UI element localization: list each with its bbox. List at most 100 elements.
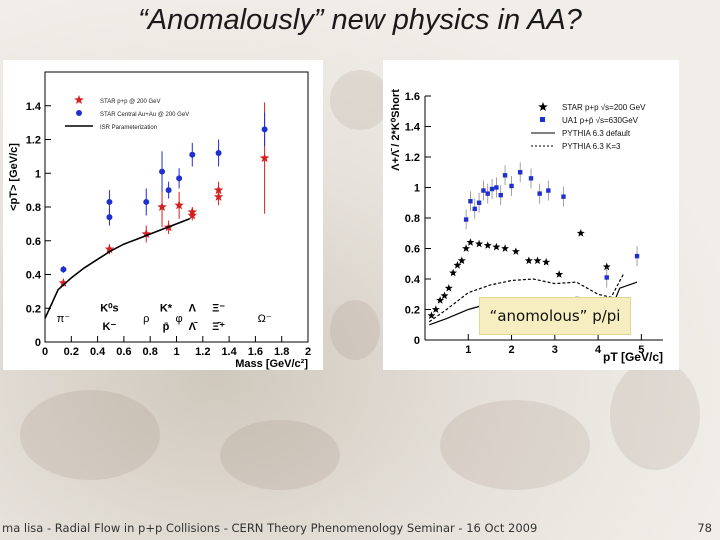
x-tick-label: 4	[595, 344, 602, 356]
data-point-star	[444, 284, 453, 292]
particle-label: π⁻	[57, 313, 71, 325]
data-point-square	[463, 217, 469, 222]
x-tick-label: 0.4	[90, 346, 106, 358]
legend-marker-square	[540, 117, 545, 122]
y-tick-label: 1.6	[405, 91, 420, 103]
y-tick-label: 0.2	[26, 303, 41, 315]
x-axis-label: Mass [GeV/c²]	[235, 358, 308, 370]
x-tick-label: 1.2	[195, 346, 210, 358]
x-tick-label: 1	[173, 346, 179, 358]
background-blob	[330, 70, 390, 130]
slide-footer: ma lisa - Radial Flow in p+p Collisions …	[2, 521, 538, 535]
legend-marker-star	[538, 102, 548, 111]
particle-label: K⁰s	[100, 303, 118, 315]
particle-label: Ω⁻	[258, 313, 272, 325]
data-point-square	[561, 194, 566, 199]
legend-label: ISR Parameterization	[100, 125, 157, 131]
particle-label: φ	[176, 313, 183, 325]
x-tick-label: 1.8	[274, 346, 289, 358]
y-tick-label: 0.2	[405, 305, 420, 317]
y-tick-label: 1.4	[26, 101, 42, 113]
background-blob	[610, 360, 700, 470]
x-tick-label: 0	[42, 346, 48, 358]
background-blob	[20, 390, 160, 480]
x-tick-label: 1	[465, 344, 471, 356]
data-point-star	[157, 202, 167, 211]
data-point-star	[436, 296, 445, 304]
data-point-star	[259, 153, 270, 163]
slide-title: “Anomalously” new physics in AA?	[138, 4, 582, 36]
data-point-star	[542, 258, 551, 266]
data-point-star	[104, 244, 115, 254]
data-point-star	[524, 256, 533, 265]
y-tick-label: 0	[35, 337, 41, 349]
x-tick-label: 3	[552, 344, 558, 356]
data-point-square	[509, 183, 514, 189]
y-tick-label: 1.2	[405, 152, 420, 164]
data-point-circle	[261, 126, 268, 133]
legend-label: UA1 p+p̄ √s=630GeV	[562, 116, 639, 125]
y-tick-label: 0.6	[26, 236, 41, 248]
y-tick-label: 0	[414, 335, 420, 347]
data-point-star	[141, 229, 151, 238]
y-tick-label: 0.8	[405, 213, 420, 225]
left-chart-panel: 0 0.2 0.4 0.6 0.8 1 1.2 1.4 1.6 1.8 2 0 0.2 0.4 0.6 0.8…	[3, 60, 323, 370]
data-point-star	[533, 256, 542, 265]
data-point-star	[431, 305, 440, 313]
y-axis-label: <pT> [GeV/c]	[8, 143, 20, 211]
x-tick-label: 2	[305, 346, 311, 358]
data-point-star	[427, 311, 436, 319]
data-point-circle	[143, 198, 150, 205]
legend-label: STAR p+p √s=200 GeV	[562, 103, 646, 112]
x-tick-label: 1.4	[221, 346, 237, 358]
y-tick-label: 0.4	[26, 270, 42, 282]
particle-label: p̄	[163, 321, 170, 333]
data-point-circle	[165, 187, 172, 194]
data-point-star	[576, 229, 585, 237]
data-point-star	[440, 291, 449, 300]
data-point-square	[472, 206, 477, 212]
y-tick-label: 1	[414, 183, 420, 195]
data-point-circle	[106, 198, 113, 205]
data-point-star	[449, 268, 458, 277]
data-point-square	[485, 191, 490, 196]
particle-label: Λ	[189, 303, 197, 315]
background-blob	[220, 420, 340, 490]
legend-label: PYTHIA 6.3 default	[562, 129, 631, 138]
y-axis-label: Λ+Λ̄ / 2*K⁰Short	[390, 89, 402, 171]
data-point-circle	[189, 151, 196, 158]
data-point-square	[528, 176, 534, 181]
particle-label: K⁻	[103, 321, 117, 333]
legend-label: STAR Central Au+Au @ 200 GeV	[100, 112, 189, 118]
x-tick-label: 2	[508, 344, 514, 356]
legend-label: STAR p+p @ 200 GeV	[100, 99, 161, 105]
y-tick-label: 0.6	[405, 244, 420, 256]
data-point-square	[481, 188, 486, 193]
y-tick-label: 1	[35, 168, 41, 180]
background-blob	[330, 300, 380, 360]
x-tick-label: 0.8	[143, 346, 158, 358]
data-point-square	[502, 173, 508, 178]
x-tick-label: 0.6	[116, 346, 131, 358]
particle-label: Ξ̄⁺	[212, 321, 225, 333]
data-point-star	[501, 244, 509, 252]
data-point-star	[213, 191, 224, 201]
particle-label: Ξ⁻	[212, 303, 225, 315]
x-axis-label: pT [GeV/c]	[603, 350, 663, 364]
data-point-square	[537, 191, 542, 196]
data-point-star	[602, 262, 611, 271]
data-point-circle	[215, 150, 222, 156]
data-point-square	[468, 199, 473, 204]
particle-label: Λ̄	[189, 321, 198, 333]
data-point-star	[511, 247, 520, 255]
legend-marker-circle	[76, 110, 82, 116]
data-point-star	[492, 242, 501, 251]
data-point-square	[634, 253, 640, 259]
y-tick-label: 1.2	[26, 135, 41, 147]
y-tick-label: 0.8	[26, 202, 41, 214]
mean-pt-vs-mass-chart: 0 0.2 0.4 0.6 0.8 1 1.2 1.4 1.6 1.8 2 0 0.2 0.4 0.6 0.8…	[8, 71, 311, 370]
data-point-circle	[159, 168, 166, 175]
data-point-square	[604, 275, 609, 280]
data-point-square	[518, 170, 523, 175]
x-tick-label: 0.2	[64, 346, 79, 358]
